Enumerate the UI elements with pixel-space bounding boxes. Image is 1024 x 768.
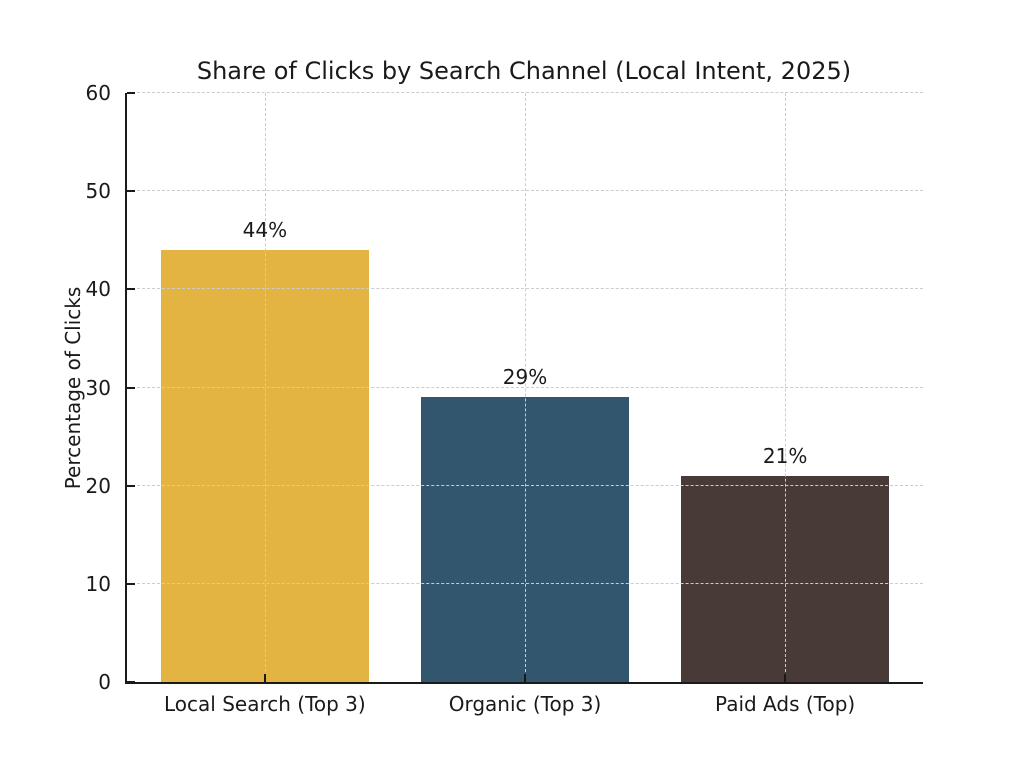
chart-title: Share of Clicks by Search Channel (Local…	[196, 57, 852, 85]
x-gridline	[525, 93, 526, 682]
bar-2	[420, 397, 630, 682]
y-tick-mark	[127, 386, 135, 389]
y-tick-label: 0	[98, 670, 111, 694]
x-tick-label: Paid Ads (Top)	[715, 692, 856, 716]
x-gridline	[264, 93, 266, 682]
y-tick-mark	[127, 681, 135, 683]
x-tick-mark	[263, 674, 266, 682]
x-tick-mark	[524, 674, 526, 682]
x-tick-label: Local Search (Top 3)	[164, 692, 366, 716]
bar-value-label: 44%	[242, 218, 288, 243]
y-tick-mark	[127, 190, 135, 193]
y-tick-label: 60	[85, 81, 111, 105]
plot-area: 0 10 20 30 40 50 60 44% Local Search (Top 3) 29% O…	[86, 81, 923, 716]
y-tick-label: 10	[85, 571, 111, 596]
y-tick-label: 20	[85, 473, 111, 498]
y-tick-label: 50	[85, 179, 111, 204]
y-tick-label: 30	[85, 375, 111, 400]
x-tick-mark	[784, 674, 787, 682]
bar-value-label: 21%	[762, 443, 808, 468]
y-tick-mark	[127, 92, 135, 94]
bar-value-label: 29%	[502, 365, 548, 390]
x-gridline	[785, 93, 787, 682]
y-tick-mark	[127, 582, 135, 585]
y-tick-mark	[127, 484, 135, 487]
y-tick-mark	[127, 288, 135, 291]
y-tick-label: 40	[85, 277, 111, 302]
x-tick-label: Organic (Top 3)	[448, 692, 602, 716]
y-gridline	[127, 92, 923, 93]
